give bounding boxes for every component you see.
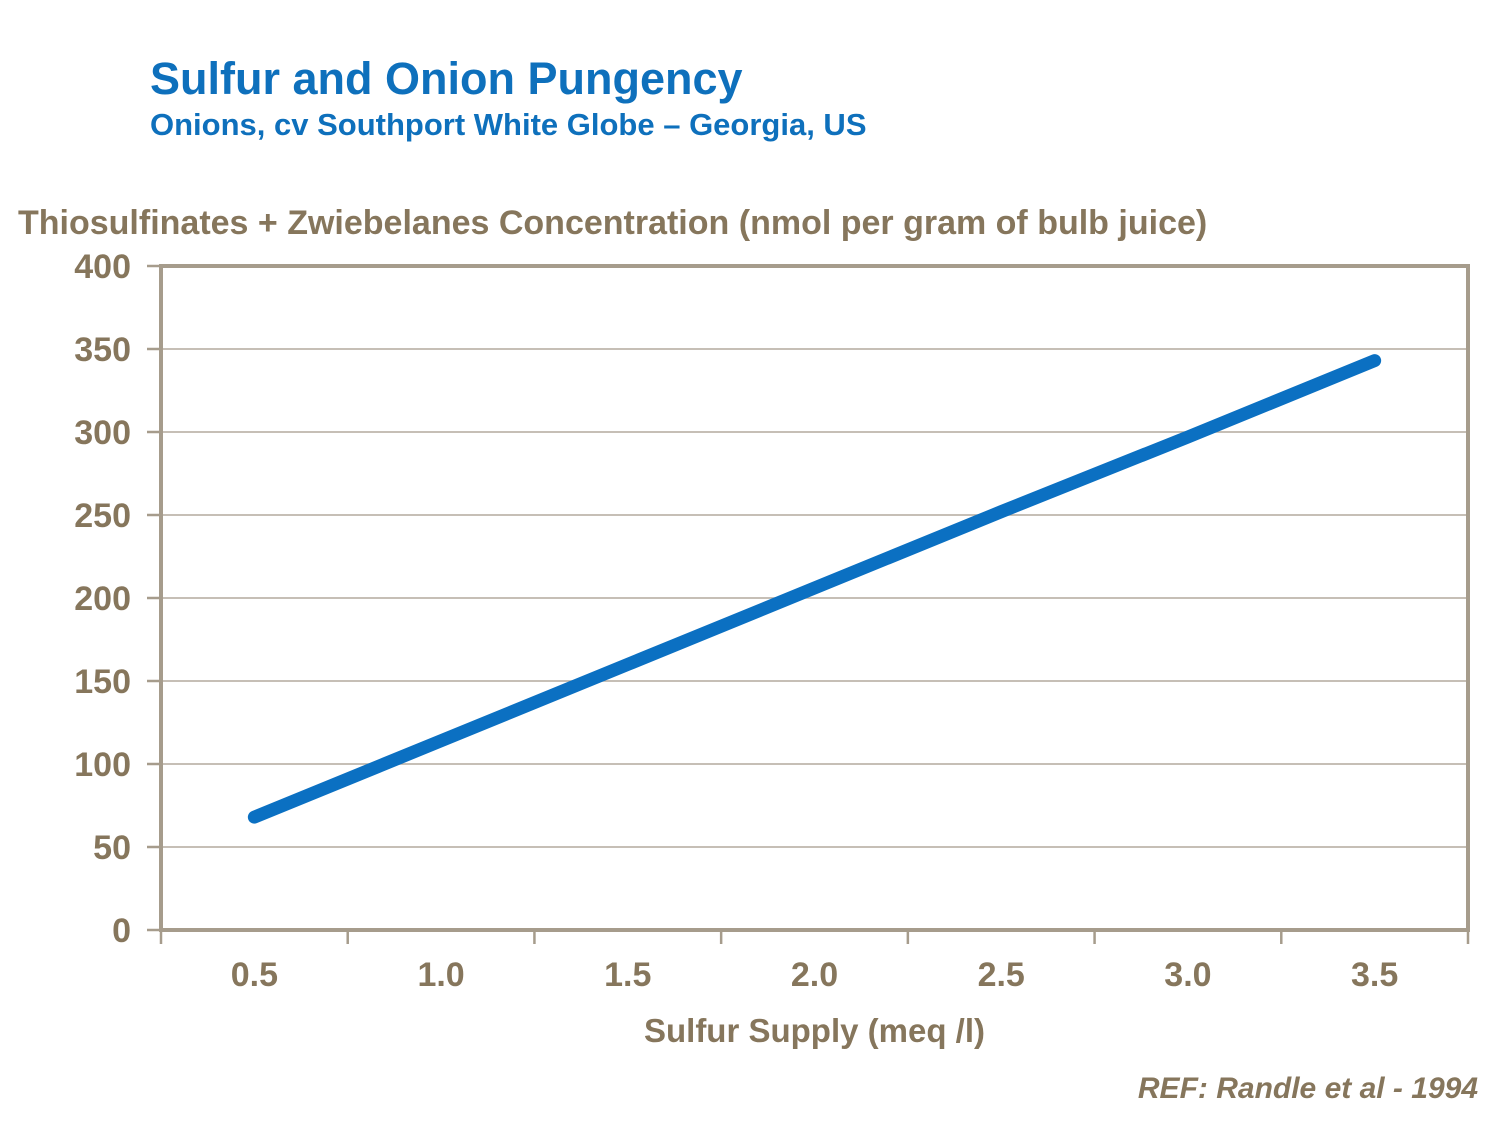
y-tick-label: 0 — [112, 912, 131, 950]
y-axis-title: Thiosulfinates + Zwiebelanes Concentrati… — [18, 204, 1208, 242]
y-tick-label: 50 — [93, 829, 131, 867]
page-subtitle: Onions, cv Southport White Globe – Georg… — [150, 107, 867, 142]
y-tick-label: 250 — [74, 497, 131, 535]
x-tick-label: 0.5 — [231, 956, 278, 994]
x-axis-title: Sulfur Supply (meq /l) — [643, 1012, 985, 1049]
data-line — [247, 354, 1382, 824]
x-tick-label: 2.5 — [978, 956, 1025, 994]
x-tick-label: 3.5 — [1351, 956, 1398, 994]
y-tick-label: 200 — [74, 580, 131, 618]
x-tick-label: 3.0 — [1164, 956, 1211, 994]
y-tick-label: 400 — [74, 248, 131, 286]
reference-text: REF: Randle et al - 1994 — [1137, 1072, 1478, 1105]
y-tick-label: 150 — [74, 663, 131, 701]
page-title: Sulfur and Onion Pungency — [150, 53, 743, 104]
x-tick-label: 2.0 — [791, 956, 838, 994]
y-tick-label: 350 — [74, 331, 131, 369]
y-tick-label: 300 — [74, 414, 131, 452]
x-tick-label: 1.5 — [604, 956, 651, 994]
y-tick-label: 100 — [74, 746, 131, 784]
x-tick-label: 1.0 — [417, 956, 464, 994]
